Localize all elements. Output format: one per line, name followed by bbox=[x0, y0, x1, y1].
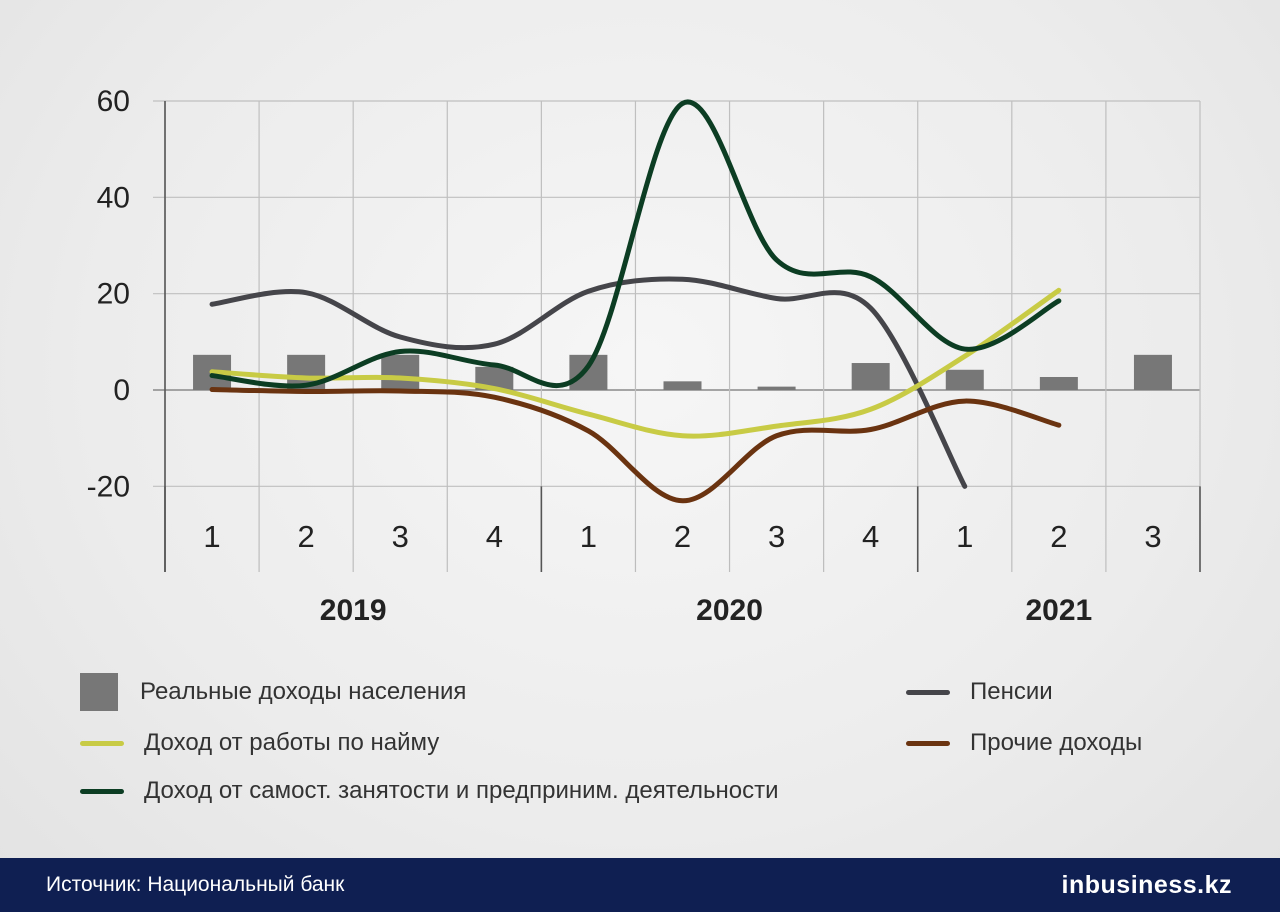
bar-real-income bbox=[945, 369, 984, 390]
line-self-employment bbox=[209, 99, 1062, 389]
brand-logo-rest: business.kz bbox=[1084, 870, 1232, 899]
quarter-label: 1 bbox=[203, 519, 220, 554]
y-tick-label: 40 bbox=[97, 181, 130, 214]
legend-swatch-pensions bbox=[906, 689, 950, 695]
footer-bar: Источник: Национальный банк inbusiness.k… bbox=[0, 858, 1280, 912]
y-tick-label: 0 bbox=[113, 374, 130, 407]
y-tick-label: -20 bbox=[87, 470, 130, 503]
year-label: 2021 bbox=[1025, 594, 1092, 627]
bar-real-income bbox=[475, 366, 514, 390]
quarter-label: 3 bbox=[1144, 519, 1161, 554]
chart-area: 60 40 20 0 -20 1 2 3 4 1 2 3 4 1 2 3 2019 2020 2021 bbox=[87, 85, 1201, 627]
brand-logo-in: in bbox=[1061, 870, 1085, 899]
quarter-label: 2 bbox=[674, 519, 691, 554]
legend-swatch-selfemp bbox=[80, 788, 124, 794]
bar-real-income bbox=[1039, 376, 1078, 390]
source-note: Источник: Национальный банк bbox=[46, 873, 345, 896]
legend-label-other: Прочие доходы bbox=[970, 729, 1143, 756]
legend-swatch-bar bbox=[80, 673, 118, 711]
legend-swatch-other bbox=[906, 740, 950, 746]
legend-item-wages: Доход от работы по найму bbox=[80, 729, 439, 757]
bar-real-income bbox=[569, 354, 608, 390]
quarter-label: 1 bbox=[580, 519, 597, 554]
quarter-label: 1 bbox=[956, 519, 973, 554]
legend-label-real-income: Реальные доходы населения bbox=[140, 678, 467, 705]
legend-label-pensions: Пенсии bbox=[970, 678, 1053, 705]
bar-real-income bbox=[1133, 354, 1172, 390]
legend-item-real-income: Реальные доходы населения bbox=[80, 673, 466, 711]
bar-real-income bbox=[851, 363, 890, 390]
year-label: 2020 bbox=[696, 594, 763, 627]
bar-real-income bbox=[757, 386, 796, 390]
legend-item-selfemp: Доход от самост. занятости и предприним.… bbox=[80, 777, 779, 805]
quarter-label: 2 bbox=[1050, 519, 1067, 554]
legend-label-wages: Доход от работы по найму bbox=[144, 729, 440, 756]
line-other-income bbox=[209, 387, 1062, 504]
quarter-label: 3 bbox=[392, 519, 409, 554]
quarter-label: 3 bbox=[768, 519, 785, 554]
y-tick-label: 20 bbox=[97, 278, 130, 311]
brand-logo: inbusiness.kz bbox=[1062, 871, 1232, 900]
y-tick-label: 60 bbox=[97, 85, 130, 118]
bar-real-income bbox=[663, 381, 702, 390]
quarter-label: 4 bbox=[862, 519, 879, 554]
quarter-label: 2 bbox=[298, 519, 315, 554]
legend-item-other: Прочие доходы bbox=[906, 729, 1142, 757]
line-wages bbox=[209, 287, 1062, 439]
line-pensions bbox=[209, 276, 968, 489]
quarter-label: 4 bbox=[486, 519, 503, 554]
legend-item-pensions: Пенсии bbox=[906, 678, 1053, 706]
legend-swatch-wages bbox=[80, 740, 124, 746]
legend-label-selfemp: Доход от самост. занятости и предприним.… bbox=[144, 777, 779, 804]
year-label: 2019 bbox=[320, 594, 387, 627]
bar-real-income bbox=[381, 354, 420, 390]
